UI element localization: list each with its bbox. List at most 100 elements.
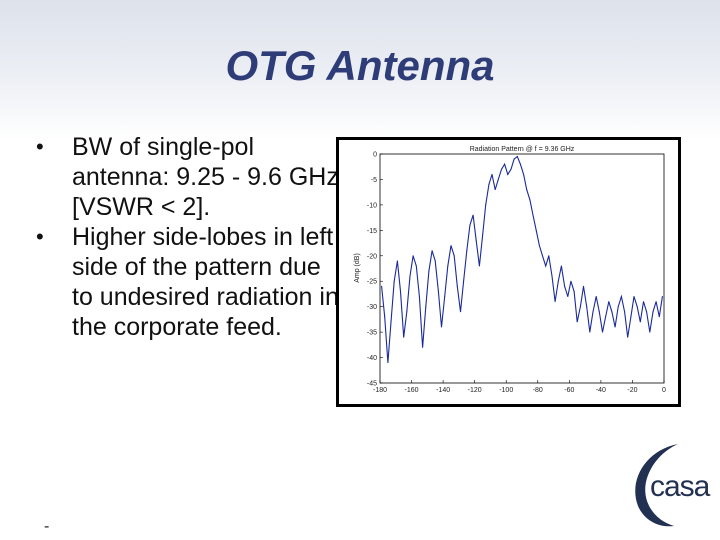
data-point	[472, 214, 474, 216]
data-point	[548, 255, 550, 257]
data-point	[491, 173, 493, 175]
data-point	[583, 285, 584, 287]
data-point	[620, 296, 622, 297]
y-tick-label: -30	[367, 304, 377, 311]
data-point	[519, 163, 521, 165]
data-point	[573, 290, 575, 292]
data-point	[422, 346, 424, 348]
y-tick-label: -25	[367, 279, 377, 286]
data-point	[403, 336, 405, 338]
radiation-pattern-chart: Radiation Pattern @ f = 9.36 GHz Amp (dB…	[336, 137, 681, 407]
data-point	[542, 255, 543, 257]
series-line	[381, 155, 663, 363]
y-axis: 0 -5 -10 -15 -20 -25 -30 -35 -40 -45	[367, 152, 383, 388]
data-point	[611, 311, 613, 313]
data-point	[529, 199, 531, 201]
data-point	[466, 250, 468, 252]
data-point	[412, 255, 414, 257]
x-tick-label: -80	[533, 387, 543, 394]
y-tick-label: -10	[367, 202, 377, 209]
data-point	[415, 265, 417, 267]
data-point	[636, 306, 638, 308]
data-point	[469, 224, 471, 226]
data-point	[526, 189, 528, 191]
data-point	[390, 321, 392, 323]
y-tick-label: 0	[373, 152, 377, 159]
data-point	[639, 321, 641, 323]
data-point	[592, 311, 594, 313]
y-tick-label: -5	[371, 177, 377, 184]
data-point	[396, 260, 398, 262]
data-point	[627, 336, 629, 338]
data-point	[658, 316, 660, 318]
data-point	[431, 250, 433, 252]
bullet-list: • BW of single-pol antenna: 9.25 - 9.6 G…	[30, 132, 340, 342]
data-point	[485, 204, 487, 206]
data-point	[501, 168, 502, 170]
data-point	[513, 158, 515, 160]
data-point	[494, 189, 496, 191]
data-point	[576, 321, 578, 323]
data-point	[633, 296, 635, 297]
y-tick-label: -15	[367, 228, 377, 235]
data-point	[504, 163, 506, 165]
x-tick-label: -40	[596, 387, 606, 394]
data-point	[450, 245, 452, 247]
data-point	[507, 173, 509, 175]
data-point	[614, 326, 616, 328]
data-point	[456, 285, 458, 287]
data-point	[516, 156, 518, 157]
y-tick-label: -40	[367, 355, 377, 362]
data-point	[560, 265, 562, 267]
data-point	[406, 311, 408, 313]
slide-title: OTG Antenna	[225, 42, 495, 89]
data-point	[393, 280, 395, 282]
data-point	[567, 296, 569, 297]
data-point	[444, 296, 446, 297]
data-point	[482, 234, 484, 236]
data-point	[418, 296, 420, 297]
footer-dash: -	[44, 518, 50, 535]
data-point	[589, 331, 591, 333]
x-tick-label: -160	[405, 387, 419, 394]
data-point	[475, 240, 477, 241]
data-point	[624, 311, 626, 313]
data-point	[661, 296, 663, 297]
y-tick-label: -20	[367, 253, 377, 260]
data-point	[400, 290, 401, 292]
data-point	[551, 275, 553, 277]
bullet-icon: •	[36, 224, 44, 249]
data-point	[646, 311, 648, 313]
x-tick-label: -100	[499, 387, 513, 394]
data-point	[608, 301, 610, 303]
data-point	[428, 270, 430, 272]
chart-canvas: Radiation Pattern @ f = 9.36 GHz Amp (dB…	[354, 146, 666, 394]
data-point	[643, 301, 644, 303]
casa-logo-text: casa	[650, 470, 710, 503]
data-point	[532, 214, 534, 216]
x-tick-label: -180	[373, 387, 387, 394]
data-point	[497, 178, 499, 180]
x-tick-label: -140	[436, 387, 450, 394]
data-point	[557, 280, 559, 282]
data-point	[554, 301, 556, 303]
data-point	[387, 362, 389, 364]
data-point	[595, 296, 597, 297]
data-point	[652, 311, 654, 313]
data-point	[463, 280, 465, 282]
data-point	[381, 285, 383, 287]
data-point	[488, 184, 490, 185]
data-point	[538, 245, 540, 247]
data-point	[425, 306, 427, 308]
data-point	[564, 285, 566, 287]
data-point	[447, 265, 449, 267]
bullet-text: Higher side-lobes in left side of the pa…	[72, 223, 339, 341]
plot-area	[379, 153, 665, 384]
x-tick-label: -60	[564, 387, 574, 394]
bullet-icon: •	[36, 134, 44, 159]
series-points	[381, 156, 663, 364]
data-point	[598, 311, 600, 313]
data-point	[453, 255, 455, 257]
data-point	[570, 280, 572, 282]
y-tick-label: -45	[367, 381, 377, 388]
